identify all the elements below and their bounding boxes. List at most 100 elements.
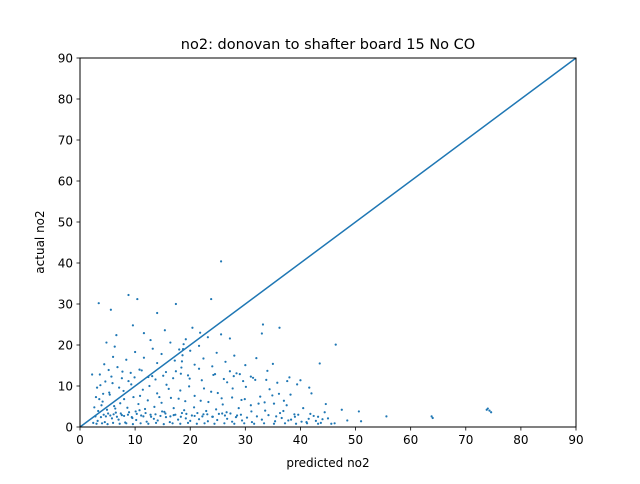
identity-line	[79, 57, 577, 428]
scatter-point	[103, 420, 106, 424]
scatter-point	[307, 417, 310, 420]
scatter-point	[324, 402, 327, 406]
scatter-point	[296, 383, 299, 386]
scatter-point	[164, 370, 168, 374]
scatter-point	[197, 418, 201, 421]
scatter-point	[297, 413, 300, 416]
scatter-point	[97, 409, 100, 413]
reference-line	[79, 57, 577, 428]
scatter-point	[184, 417, 187, 420]
scatter-point	[245, 416, 249, 419]
scatter-point	[139, 422, 142, 425]
scatter-point	[186, 421, 190, 424]
scatter-point	[96, 419, 99, 422]
scatter-point	[206, 336, 209, 339]
scatter-point	[231, 420, 234, 423]
scatter-point	[253, 422, 256, 425]
scatter-point	[318, 362, 321, 365]
scatter-point	[193, 394, 196, 397]
scatter-point	[174, 302, 177, 306]
scatter-point	[262, 422, 266, 425]
scatter-point	[240, 398, 243, 402]
scatter-point	[205, 409, 208, 413]
y-tick-label: 80	[58, 92, 73, 106]
scatter-point	[169, 396, 173, 399]
scatter-point	[127, 379, 130, 383]
scatter-point	[207, 400, 210, 404]
scatter-point	[321, 418, 324, 421]
y-tick-label: 60	[58, 174, 73, 188]
scatter-point	[95, 422, 98, 425]
scatter-point	[193, 414, 196, 418]
scatter-point	[146, 399, 149, 402]
scatter-point	[294, 422, 298, 425]
scatter-point	[119, 412, 122, 415]
scatter-point	[158, 395, 161, 399]
scatter-point	[268, 388, 271, 391]
scatter-point	[164, 416, 168, 419]
scatter-point	[192, 406, 196, 409]
scatter-point	[244, 363, 247, 367]
scatter-point	[211, 365, 214, 368]
y-tick-label: 10	[58, 379, 73, 393]
scatter-point	[267, 414, 270, 417]
scatter-point	[127, 293, 130, 297]
scatter-point	[333, 422, 336, 425]
scatter-point	[130, 383, 133, 386]
scatter-point	[183, 409, 186, 412]
scatter-point	[278, 326, 281, 329]
scatter-point	[226, 417, 229, 420]
scatter-point	[314, 419, 317, 422]
scatter-point	[293, 415, 297, 418]
scatter-point	[319, 421, 322, 424]
scatter-point	[160, 401, 163, 404]
scatter-point	[216, 391, 219, 395]
scatter-point	[240, 419, 244, 422]
scatter-point	[265, 378, 268, 381]
y-tick-label: 20	[58, 338, 73, 352]
scatter-point	[172, 377, 175, 380]
scatter-point	[98, 373, 101, 376]
scatter-point	[239, 413, 243, 416]
scatter-point	[250, 410, 253, 413]
scatter-point	[261, 323, 265, 326]
scatter-point	[226, 381, 229, 384]
y-axis: 0 10 20 30 40 50 60 70 80 90	[58, 51, 80, 434]
scatter-point	[302, 407, 305, 410]
scatter-point	[100, 422, 104, 425]
scatter-point	[98, 398, 101, 401]
scatter-point	[163, 329, 166, 332]
scatter-point	[179, 415, 182, 418]
y-axis-label: actual no2	[33, 210, 47, 273]
scatter-point	[135, 412, 138, 415]
scatter-points	[91, 260, 493, 426]
scatter-point	[179, 422, 182, 425]
scatter-point	[105, 341, 108, 344]
scatter-point	[149, 415, 153, 418]
scatter-point	[228, 337, 231, 340]
scatter-point	[263, 401, 266, 404]
scatter-point	[249, 404, 252, 407]
scatter-point	[243, 398, 246, 401]
scatter-point	[235, 414, 239, 417]
scatter-point	[251, 376, 255, 379]
scatter-point	[105, 408, 109, 411]
x-tick-label: 70	[458, 433, 473, 447]
scatter-point	[316, 422, 320, 425]
scatter-point	[280, 416, 283, 420]
scatter-point	[147, 422, 150, 425]
scatter-point	[275, 415, 278, 418]
scatter-point	[169, 341, 172, 344]
scatter-point	[112, 413, 115, 416]
scatter-point	[153, 405, 156, 409]
scatter-point	[238, 373, 241, 376]
scatter-point	[119, 402, 122, 405]
plot-frame	[79, 57, 577, 428]
scatter-point	[357, 410, 360, 413]
scatter-point	[202, 387, 206, 390]
scatter-point	[188, 377, 191, 380]
scatter-point	[282, 399, 286, 402]
scatter-point	[142, 415, 145, 418]
scatter-point	[249, 375, 252, 378]
